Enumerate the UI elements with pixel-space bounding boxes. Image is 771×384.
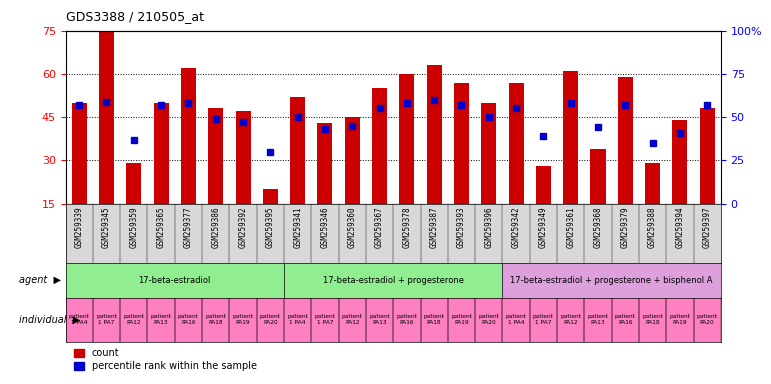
Text: patient
PA20: patient PA20 xyxy=(260,314,281,325)
Text: GSM259392: GSM259392 xyxy=(238,207,247,248)
Bar xyxy=(645,163,660,247)
Text: GSM259361: GSM259361 xyxy=(566,207,575,248)
Text: GDS3388 / 210505_at: GDS3388 / 210505_at xyxy=(66,10,204,23)
Text: patient
PA12: patient PA12 xyxy=(561,314,581,325)
Bar xyxy=(618,77,633,247)
Text: GSM259365: GSM259365 xyxy=(157,207,166,248)
Text: patient
1 PA7: patient 1 PA7 xyxy=(96,314,117,325)
Text: GSM259378: GSM259378 xyxy=(402,207,412,248)
Text: GSM259386: GSM259386 xyxy=(211,207,221,248)
Text: 17-beta-estradiol + progesterone + bisphenol A: 17-beta-estradiol + progesterone + bisph… xyxy=(510,276,713,285)
Text: GSM259393: GSM259393 xyxy=(457,207,466,248)
Text: patient
PA16: patient PA16 xyxy=(615,314,636,325)
Bar xyxy=(290,97,305,247)
Text: patient
PA18: patient PA18 xyxy=(424,314,445,325)
Text: GSM259346: GSM259346 xyxy=(321,207,329,248)
Text: patient
PA19: patient PA19 xyxy=(233,314,254,325)
Text: GSM259377: GSM259377 xyxy=(184,207,193,248)
Text: GSM259341: GSM259341 xyxy=(293,207,302,248)
Text: GSM259345: GSM259345 xyxy=(102,207,111,248)
Text: agent  ▶: agent ▶ xyxy=(19,275,61,285)
Text: patient
PA16: patient PA16 xyxy=(396,314,417,325)
Text: patient
1 PA4: patient 1 PA4 xyxy=(506,314,527,325)
Bar xyxy=(481,103,497,247)
Text: patient
1 PA7: patient 1 PA7 xyxy=(315,314,335,325)
Text: patient
PA18: patient PA18 xyxy=(642,314,663,325)
Bar xyxy=(181,68,196,247)
Text: patient
PA13: patient PA13 xyxy=(150,314,171,325)
Bar xyxy=(700,109,715,247)
Text: individual  ▶: individual ▶ xyxy=(19,314,80,325)
Bar xyxy=(235,111,251,247)
Text: patient
PA19: patient PA19 xyxy=(451,314,472,325)
Text: GSM259360: GSM259360 xyxy=(348,207,357,248)
Legend: count, percentile rank within the sample: count, percentile rank within the sample xyxy=(70,344,261,375)
Text: patient
1 PA4: patient 1 PA4 xyxy=(69,314,89,325)
Bar xyxy=(563,71,578,247)
Bar xyxy=(591,149,605,247)
Text: GSM259379: GSM259379 xyxy=(621,207,630,248)
Text: patient
1 PA4: patient 1 PA4 xyxy=(288,314,308,325)
Text: GSM259396: GSM259396 xyxy=(484,207,493,248)
Bar xyxy=(399,74,414,247)
Bar xyxy=(509,83,524,247)
Bar xyxy=(372,88,387,247)
Text: GSM259397: GSM259397 xyxy=(702,207,712,248)
Text: GSM259368: GSM259368 xyxy=(594,207,602,248)
Text: patient
PA20: patient PA20 xyxy=(478,314,499,325)
Bar xyxy=(345,117,360,247)
Text: GSM259394: GSM259394 xyxy=(675,207,685,248)
Text: GSM259395: GSM259395 xyxy=(266,207,274,248)
Text: patient
PA20: patient PA20 xyxy=(697,314,718,325)
Text: patient
PA12: patient PA12 xyxy=(342,314,362,325)
Bar xyxy=(99,31,114,247)
Text: 17-beta-estradiol: 17-beta-estradiol xyxy=(139,276,211,285)
Bar xyxy=(672,120,688,247)
Text: patient
PA19: patient PA19 xyxy=(669,314,690,325)
Text: GSM259342: GSM259342 xyxy=(512,207,520,248)
Bar xyxy=(126,163,141,247)
Text: patient
PA13: patient PA13 xyxy=(588,314,608,325)
Bar xyxy=(536,166,551,247)
Text: patient
PA12: patient PA12 xyxy=(123,314,144,325)
Bar xyxy=(263,189,278,247)
Text: GSM259339: GSM259339 xyxy=(75,207,84,248)
Text: 17-beta-estradiol + progesterone: 17-beta-estradiol + progesterone xyxy=(323,276,463,285)
Text: patient
PA16: patient PA16 xyxy=(178,314,199,325)
Text: GSM259388: GSM259388 xyxy=(648,207,657,248)
Text: GSM259349: GSM259349 xyxy=(539,207,548,248)
Bar xyxy=(153,103,169,247)
Text: GSM259367: GSM259367 xyxy=(375,207,384,248)
Text: patient
PA18: patient PA18 xyxy=(205,314,226,325)
Bar xyxy=(426,65,442,247)
Text: GSM259359: GSM259359 xyxy=(130,207,138,248)
Bar xyxy=(454,83,469,247)
Text: GSM259387: GSM259387 xyxy=(429,207,439,248)
Text: patient
1 PA7: patient 1 PA7 xyxy=(533,314,554,325)
Bar xyxy=(318,123,332,247)
Bar xyxy=(72,103,86,247)
Text: patient
PA13: patient PA13 xyxy=(369,314,390,325)
Bar xyxy=(208,109,224,247)
